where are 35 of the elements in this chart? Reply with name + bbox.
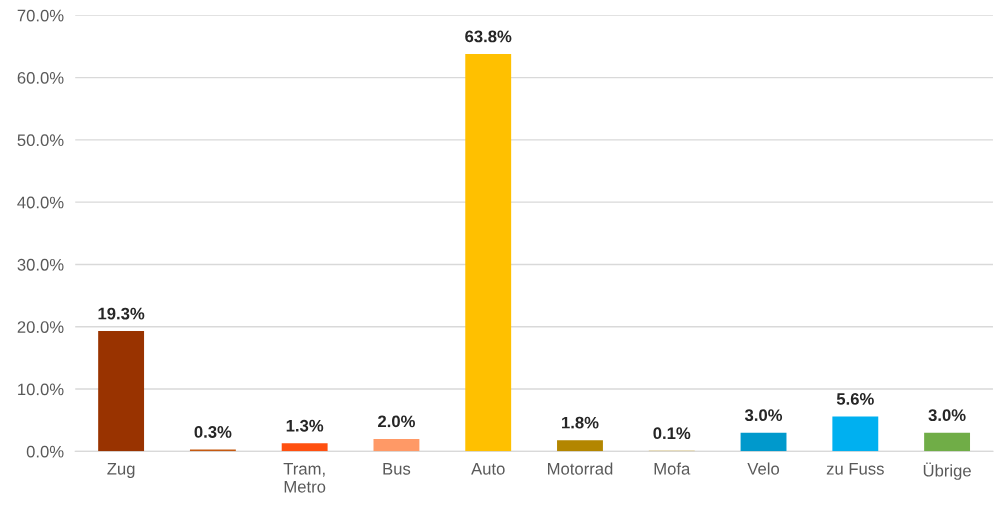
y-tick-label: 40.0% xyxy=(17,196,64,209)
y-tick-label: 50.0% xyxy=(17,134,64,147)
bar xyxy=(924,432,971,452)
y-tick-label: 20.0% xyxy=(17,321,64,333)
bar xyxy=(281,443,328,452)
x-tick-label: Motorrad xyxy=(548,462,613,475)
data-label: 63.8% xyxy=(465,30,512,43)
y-tick-label: 30.0% xyxy=(17,258,64,271)
bar xyxy=(98,331,145,452)
data-label: 0.1% xyxy=(653,427,691,440)
data-label: 2.0% xyxy=(378,415,415,428)
x-tick-label: Mofa xyxy=(654,462,691,475)
x-tick-label: Zug xyxy=(107,463,135,478)
bar xyxy=(373,438,420,452)
data-label: 3.0% xyxy=(744,409,783,422)
x-tick-label: zu Fuss xyxy=(826,463,884,475)
y-tick-label: 10.0% xyxy=(18,383,64,396)
data-label: 1.3% xyxy=(286,419,324,432)
data-label: 1.8% xyxy=(562,416,599,429)
data-label: 3.0% xyxy=(928,409,966,422)
x-tick-label: Übrige xyxy=(923,462,971,480)
y-tick-label: 60.0% xyxy=(17,71,64,84)
y-tick-label: 70.0% xyxy=(17,9,64,22)
bar xyxy=(740,432,787,452)
data-label: 19.3% xyxy=(98,307,145,320)
x-tick-label: Auto xyxy=(471,463,505,475)
data-label: 5.6% xyxy=(836,393,874,405)
bar xyxy=(557,440,603,452)
x-tick-label: Bus xyxy=(383,463,411,475)
y-tick-label: 0.0% xyxy=(26,445,64,458)
x-tick-label: Velo xyxy=(747,462,780,475)
x-tick-label: Tram, Metro xyxy=(283,463,326,493)
data-label: 0.3% xyxy=(194,426,232,438)
bar xyxy=(832,416,879,452)
bar xyxy=(465,53,512,452)
